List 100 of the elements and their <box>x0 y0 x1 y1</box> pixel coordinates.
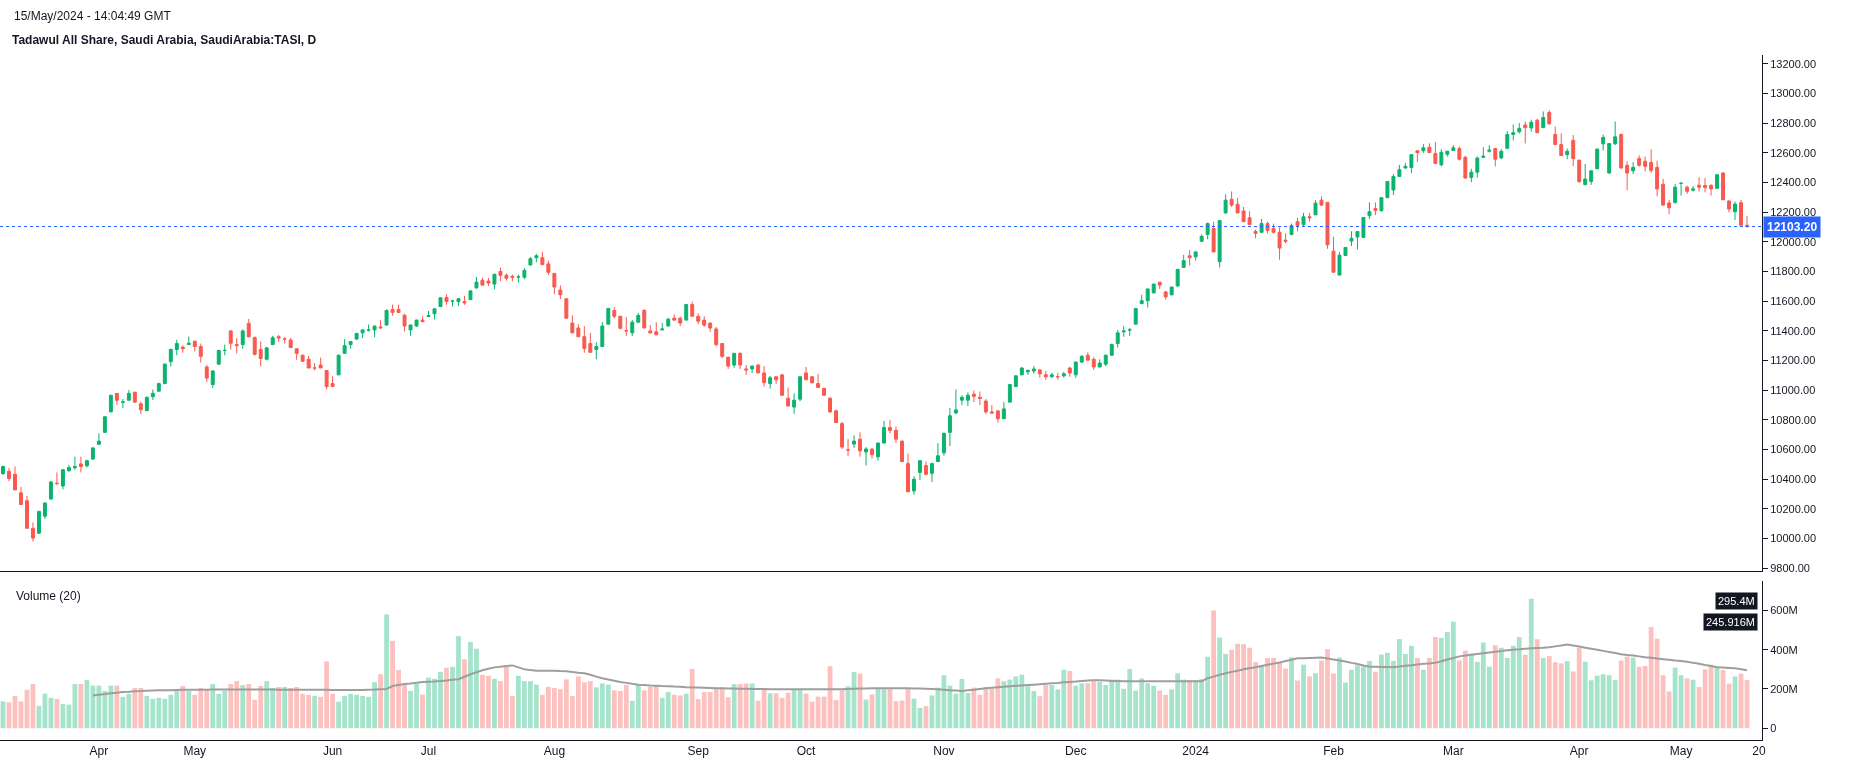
candlestick <box>300 354 305 363</box>
bar <box>420 694 425 729</box>
candlestick <box>552 272 557 295</box>
candlestick <box>138 401 143 415</box>
candlestick <box>696 312 701 325</box>
candlestick <box>774 376 779 385</box>
candlestick <box>1121 325 1126 338</box>
candlestick <box>1085 351 1090 361</box>
candlestick <box>1601 133 1606 151</box>
annotation: 245.916M <box>1706 616 1755 628</box>
y-tick-label: 11800.00 <box>1770 265 1816 278</box>
candlestick <box>1559 132 1564 157</box>
candlestick <box>1073 361 1078 379</box>
bar <box>492 678 497 729</box>
candlestick <box>132 391 137 404</box>
candlestick <box>60 468 65 490</box>
y-tick-label: 10000.00 <box>1770 532 1817 545</box>
candlestick <box>1547 109 1552 126</box>
candlestick <box>756 363 761 374</box>
candlestick <box>702 315 707 328</box>
candlestick <box>1187 249 1192 267</box>
candlestick <box>708 322 713 333</box>
bar <box>1420 669 1426 729</box>
candlestick <box>983 398 988 415</box>
candlestick <box>156 382 161 393</box>
candlestick <box>636 312 641 323</box>
candlestick <box>7 467 11 482</box>
candlestick <box>600 321 605 348</box>
candlestick <box>852 434 856 449</box>
candlestick <box>54 471 59 486</box>
bar <box>1630 657 1636 729</box>
y-tick-label: 600M <box>1770 604 1798 617</box>
candlestick <box>1607 142 1612 175</box>
candlestick <box>786 387 791 407</box>
bar <box>1187 680 1193 729</box>
candlestick <box>1103 353 1108 367</box>
candlestick <box>923 461 928 476</box>
candlestick <box>1673 183 1678 205</box>
candlestick <box>1157 281 1162 290</box>
bar <box>1414 657 1420 729</box>
candlestick <box>935 442 940 463</box>
candlestick <box>1427 142 1432 154</box>
candlestick <box>1451 144 1456 151</box>
candlestick <box>947 407 952 447</box>
candlestick <box>1643 156 1648 172</box>
candlestick <box>522 267 527 280</box>
candlestick <box>977 390 982 406</box>
candlestick <box>468 289 473 301</box>
candlestick <box>558 284 563 300</box>
candlestick <box>1373 201 1378 216</box>
y-tick-label: 200M <box>1770 682 1798 695</box>
candlestick <box>1307 212 1312 223</box>
candlestick <box>822 386 827 397</box>
candlestick <box>1169 286 1174 296</box>
candlestick <box>108 394 113 413</box>
candlestick <box>192 339 197 352</box>
x-tick-label: 20 <box>1752 744 1766 759</box>
x-tick-label: Dec <box>1065 744 1087 759</box>
candlestick <box>1667 199 1672 215</box>
bar <box>1528 598 1534 729</box>
candlestick <box>1217 219 1222 268</box>
candlestick <box>168 348 173 367</box>
candlestick <box>30 522 35 542</box>
candlestick <box>1049 372 1054 379</box>
candlestick <box>630 319 635 337</box>
candlestick <box>1223 193 1228 215</box>
candlestick <box>534 253 539 263</box>
candlestick <box>1625 160 1630 191</box>
candlestick <box>1253 229 1258 239</box>
candlestick <box>78 456 83 473</box>
y-tick-label: 12000.00 <box>1770 235 1817 248</box>
candlestick <box>672 313 677 322</box>
bar <box>1289 657 1294 729</box>
candlestick <box>1535 118 1540 134</box>
candlestick <box>1145 287 1150 309</box>
bar <box>240 685 246 729</box>
bar <box>1313 673 1318 729</box>
candlestick <box>804 366 809 381</box>
candlestick <box>474 276 479 289</box>
y-tick-label: 10800.00 <box>1770 413 1817 426</box>
bar <box>282 687 288 729</box>
candlestick <box>1703 177 1708 193</box>
candlestick <box>1739 199 1743 227</box>
candlestick <box>588 332 593 354</box>
candlestick <box>420 315 425 323</box>
candlestick <box>432 308 437 321</box>
candlestick <box>276 334 281 343</box>
y-tick-label: 9800.00 <box>1770 561 1810 574</box>
bar <box>1307 676 1312 729</box>
candlestick <box>222 344 227 356</box>
candlestick <box>1193 250 1198 262</box>
bar <box>180 686 186 729</box>
candlestick <box>72 456 77 471</box>
candlestick <box>1691 185 1696 193</box>
candlestick <box>1367 201 1372 220</box>
candlestick <box>174 339 179 356</box>
candlestick <box>1205 222 1210 240</box>
candlestick <box>792 392 797 415</box>
candlestick <box>1649 148 1654 174</box>
candlestick <box>1463 155 1468 179</box>
